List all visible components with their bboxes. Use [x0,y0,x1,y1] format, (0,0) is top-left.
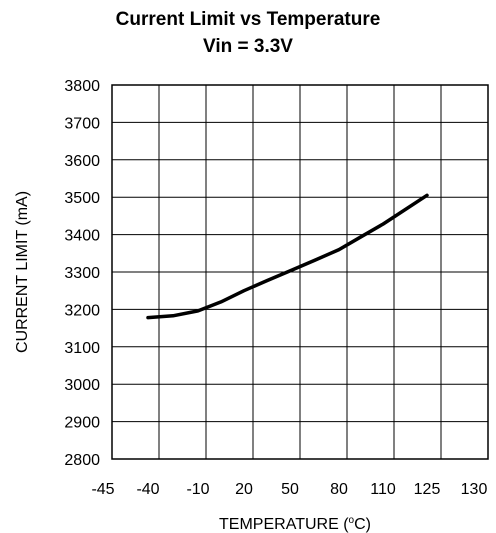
y-tick-label: 2900 [64,415,100,432]
x-axis-label-superscript: o [349,515,355,526]
y-tick-label: 3000 [64,377,100,394]
y-tick-label: 3700 [64,115,100,132]
x-tick-label: 20 [235,481,253,498]
y-tick-labels: 2800 2900 3000 3100 3200 3300 3400 3500 3600 3700… [64,78,100,469]
x-tick-label: -40 [136,481,159,498]
y-tick-label: 3300 [64,265,100,282]
y-tick-label: 2800 [64,452,100,469]
x-tick-label: -10 [186,481,209,498]
chart-subtitle: Vin = 3.3V [203,36,293,57]
x-tick-label: 125 [414,481,441,498]
x-tick-label: -45 [91,481,114,498]
series-line [146,193,429,320]
x-tick-label: 50 [281,481,299,498]
y-axis-label: CURRENT LIMIT (mA) [14,191,31,353]
y-tick-label: 3500 [64,190,100,207]
x-axis-label: TEMPERATURE (oC) [219,515,371,533]
x-axis-label-main: TEMPERATURE ( [219,516,349,533]
y-tick-label: 3600 [64,153,100,170]
y-tick-label: 3200 [64,302,100,319]
y-tick-label: 3100 [64,340,100,357]
x-tick-label: 130 [461,481,488,498]
chart-title: Current Limit vs Temperature [116,9,381,30]
plot-frame [111,84,489,460]
x-tick-labels: -45 -40 -10 20 50 80 110 125 130 [91,481,487,498]
y-tick-label: 3400 [64,228,100,245]
grid [112,85,488,459]
y-tick-label: 3800 [64,78,100,95]
x-tick-label: 80 [330,481,348,498]
x-axis-label-tail: C) [354,516,371,533]
x-tick-label: 110 [370,481,396,498]
